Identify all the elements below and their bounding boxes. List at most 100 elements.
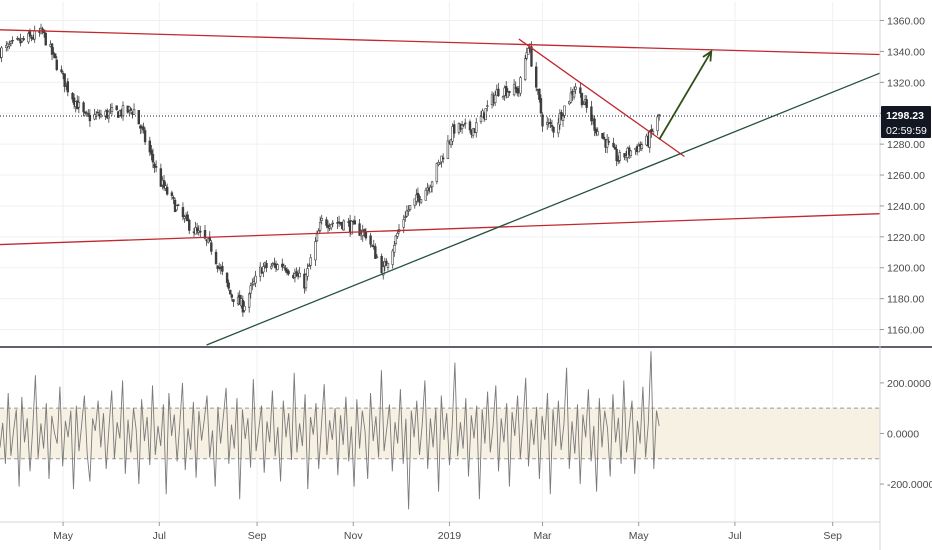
candle-body[interactable] (637, 145, 640, 153)
candle-body[interactable] (430, 181, 434, 187)
candle-body[interactable] (629, 150, 633, 156)
candle-body[interactable] (396, 233, 399, 237)
candle-body[interactable] (506, 91, 510, 98)
candle-body[interactable] (325, 219, 328, 226)
candle-body[interactable] (181, 207, 185, 218)
candle-body[interactable] (110, 107, 114, 113)
candle-body[interactable] (407, 209, 410, 212)
candle-body[interactable] (218, 266, 221, 269)
candle-body[interactable] (314, 241, 317, 261)
drawings[interactable] (0, 29, 881, 346)
candle-body[interactable] (52, 52, 55, 54)
candle-body[interactable] (413, 198, 416, 206)
candle-body[interactable] (656, 116, 659, 132)
oscillator-series[interactable] (0, 351, 660, 510)
candle-body[interactable] (71, 92, 74, 100)
candle-body[interactable] (22, 38, 25, 41)
candle-body[interactable] (55, 59, 58, 70)
candle-body[interactable] (550, 124, 554, 127)
candle-body[interactable] (452, 124, 456, 134)
candle-body[interactable] (165, 186, 169, 195)
candle-body[interactable] (561, 115, 565, 121)
candle-body[interactable] (512, 84, 516, 96)
candle-body[interactable] (615, 148, 618, 162)
candle-body[interactable] (418, 196, 421, 203)
candle-body[interactable] (479, 116, 483, 122)
candle-body[interactable] (449, 139, 453, 146)
candle-body[interactable] (93, 114, 96, 120)
candle-body[interactable] (249, 285, 252, 294)
candle-body[interactable] (596, 131, 599, 136)
candle-body[interactable] (375, 256, 379, 258)
candle-body[interactable] (9, 40, 13, 44)
candle-body[interactable] (648, 131, 651, 148)
candle-body[interactable] (552, 126, 555, 133)
candle-body[interactable] (329, 224, 333, 229)
candle-body[interactable] (486, 105, 489, 107)
candle-body[interactable] (523, 58, 527, 80)
candle-body[interactable] (175, 205, 178, 211)
candle-body[interactable] (394, 235, 398, 245)
candle-body[interactable] (514, 86, 517, 90)
candle-body[interactable] (159, 168, 163, 187)
candle-body[interactable] (557, 122, 560, 134)
candle-body[interactable] (585, 99, 588, 108)
candle-body[interactable] (210, 242, 213, 252)
candle-body[interactable] (60, 69, 63, 73)
candle-body[interactable] (501, 95, 505, 98)
candle-body[interactable] (0, 47, 3, 58)
candle-body[interactable] (460, 124, 464, 129)
candle-body[interactable] (315, 233, 319, 242)
candle-body[interactable] (229, 289, 232, 295)
candle-body[interactable] (572, 91, 576, 98)
candle-body[interactable] (232, 299, 235, 303)
candle-body[interactable] (77, 102, 81, 108)
candle-body[interactable] (580, 92, 584, 106)
candle-body[interactable] (405, 210, 409, 217)
candle-body[interactable] (28, 31, 32, 37)
candle-body[interactable] (30, 36, 33, 39)
candle-body[interactable] (563, 105, 566, 116)
candle-body[interactable] (295, 271, 298, 277)
candle-body[interactable] (88, 115, 92, 122)
candle-body[interactable] (320, 218, 323, 221)
candle-body[interactable] (11, 39, 14, 42)
candle-body[interactable] (153, 163, 156, 168)
candle-body[interactable] (535, 66, 538, 88)
candle-body[interactable] (505, 86, 508, 97)
candle-body[interactable] (658, 114, 661, 116)
candle-body[interactable] (493, 94, 497, 104)
candle-body[interactable] (143, 130, 147, 143)
candle-body[interactable] (129, 108, 133, 111)
candle-body[interactable] (464, 122, 467, 125)
candle-body[interactable] (539, 98, 543, 114)
support-trend-line[interactable] (206, 72, 881, 346)
candle-body[interactable] (342, 220, 345, 231)
candle-body[interactable] (391, 250, 394, 265)
resistance-trend-line[interactable] (0, 213, 881, 246)
candle-body[interactable] (402, 219, 405, 228)
candle-body[interactable] (358, 223, 361, 236)
candle-body[interactable] (541, 114, 544, 127)
candle-body[interactable] (380, 255, 383, 274)
candle-body[interactable] (265, 263, 268, 268)
candle-body[interactable] (408, 205, 412, 210)
candle-body[interactable] (386, 262, 390, 268)
candle-body[interactable] (262, 266, 265, 273)
candle-body[interactable] (424, 189, 428, 201)
candle-body[interactable] (17, 38, 21, 40)
candle-body[interactable] (404, 216, 407, 219)
candle-body[interactable] (497, 88, 500, 97)
candle-body[interactable] (446, 140, 450, 159)
candle-body[interactable] (33, 30, 36, 40)
candle-body[interactable] (416, 192, 420, 198)
candle-body[interactable] (53, 53, 57, 58)
candle-body[interactable] (582, 103, 585, 105)
candle-body[interactable] (331, 222, 334, 225)
candle-body[interactable] (199, 230, 202, 233)
candle-body[interactable] (142, 126, 145, 131)
candle-body[interactable] (462, 124, 465, 126)
candle-body[interactable] (177, 204, 180, 206)
candle-body[interactable] (468, 121, 472, 131)
candle-body[interactable] (441, 157, 445, 160)
